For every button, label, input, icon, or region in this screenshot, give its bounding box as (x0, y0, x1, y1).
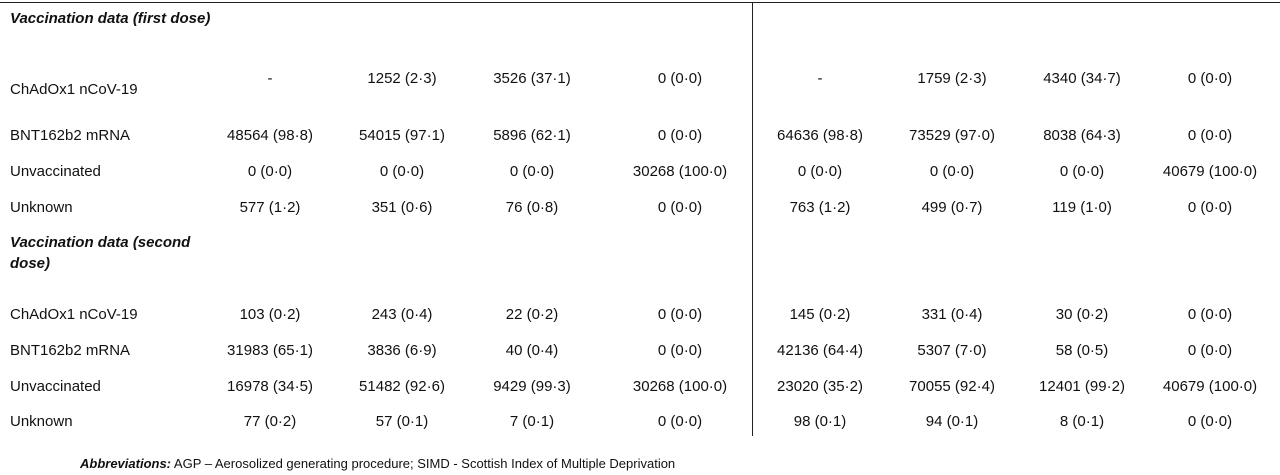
cell-value: 98 (0·1) (793, 413, 847, 430)
cell-value: 76 (0·8) (505, 199, 559, 216)
cell-value: 42136 (64·4) (777, 342, 863, 359)
cell-value: 5896 (62·1) (493, 127, 571, 144)
cell-value: 54015 (97·1) (359, 127, 445, 144)
cell-value: 16978 (34·5) (227, 378, 313, 395)
cell-value: 3526 (37·1) (493, 70, 571, 87)
row-label: Unknown (10, 413, 73, 430)
footnote: Abbreviations: AGP – Aerosolized generat… (80, 456, 675, 471)
cell-value: 0 (0·0) (1187, 199, 1233, 216)
cell-value: - (817, 70, 823, 87)
cell-value: 58 (0·5) (1055, 342, 1109, 359)
cell-value: 0 (0·0) (1187, 413, 1233, 430)
cell-value: 12401 (99·2) (1039, 378, 1125, 395)
cell-value: 7 (0·1) (509, 413, 555, 430)
cell-value: 499 (0·7) (921, 199, 983, 216)
cell-value: 30 (0·2) (1055, 306, 1109, 323)
cell-value: 64636 (98·8) (777, 127, 863, 144)
cell-value: 30268 (100·0) (632, 378, 728, 395)
cell-value: 31983 (65·1) (227, 342, 313, 359)
cell-value: 73529 (97·0) (909, 127, 995, 144)
cell-value: 8 (0·1) (1059, 413, 1105, 430)
cell-value: 0 (0·0) (657, 70, 703, 87)
cell-value: 145 (0·2) (789, 306, 851, 323)
row-label: BNT162b2 mRNA (10, 127, 131, 144)
row-label: ChAdOx1 nCoV-19 (10, 306, 138, 323)
cell-value: 51482 (92·6) (359, 378, 445, 395)
cell-value: 0 (0·0) (929, 163, 975, 180)
cell-value: 70055 (92·4) (909, 378, 995, 395)
cell-value: - (267, 70, 273, 87)
cell-value: 0 (0·0) (657, 127, 703, 144)
cell-value: 48564 (98·8) (227, 127, 313, 144)
cell-value: 119 (1·0) (1052, 199, 1112, 216)
cell-value: 1252 (2·3) (367, 70, 437, 87)
section-title: Vaccination data (first dose) (10, 10, 211, 27)
cell-value: 0 (0·0) (1187, 306, 1233, 323)
cell-value: 0 (0·0) (1187, 70, 1233, 87)
cell-value: 30268 (100·0) (632, 163, 728, 180)
cell-value: 77 (0·2) (243, 413, 297, 430)
cell-value: 0 (0·0) (509, 163, 555, 180)
cell-value: 0 (0·0) (379, 163, 425, 180)
top-rule (0, 2, 1280, 3)
cell-value: 577 (1·2) (239, 199, 301, 216)
footnote-text: AGP – Aerosolized generating procedure; … (173, 456, 676, 471)
cell-value: 0 (0·0) (657, 413, 703, 430)
row-label: BNT162b2 mRNA (10, 342, 131, 359)
cell-value: 0 (0·0) (657, 306, 703, 323)
cell-value: 4340 (34·7) (1043, 70, 1121, 87)
cell-value: 0 (0·0) (247, 163, 293, 180)
cell-value: 40679 (100·0) (1162, 163, 1258, 180)
cell-value: 0 (0·0) (1187, 127, 1233, 144)
cell-value: 94 (0·1) (925, 413, 979, 430)
cell-value: 0 (0·0) (1059, 163, 1105, 180)
row-label: ChAdOx1 nCoV-19 (10, 81, 138, 98)
cell-value: 0 (0·0) (1187, 342, 1233, 359)
cell-value: 0 (0·0) (657, 199, 703, 216)
cell-value: 8038 (64·3) (1043, 127, 1121, 144)
cell-value: 1759 (2·3) (917, 70, 987, 87)
cell-value: 243 (0·4) (371, 306, 433, 323)
footnote-label: Abbreviations: (80, 456, 172, 471)
cell-value: 331 (0·4) (921, 306, 983, 323)
cell-value: 57 (0·1) (375, 413, 429, 430)
cell-value: 5307 (7·0) (917, 342, 987, 359)
column-divider (752, 2, 753, 436)
cell-value: 3836 (6·9) (367, 342, 437, 359)
cell-value: 40679 (100·0) (1162, 378, 1258, 395)
row-label: Unvaccinated (10, 163, 101, 180)
cell-value: 0 (0·0) (657, 342, 703, 359)
cell-value: 23020 (35·2) (777, 378, 863, 395)
row-label: Unvaccinated (10, 378, 101, 395)
cell-value: 763 (1·2) (789, 199, 851, 216)
cell-value: 103 (0·2) (239, 306, 301, 323)
row-label: Unknown (10, 199, 73, 216)
section-title: Vaccination data (second dose) (10, 234, 191, 272)
cell-value: 0 (0·0) (797, 163, 843, 180)
cell-value: 40 (0·4) (505, 342, 559, 359)
cell-value: 351 (0·6) (371, 199, 433, 216)
cell-value: 22 (0·2) (505, 306, 559, 323)
cell-value: 9429 (99·3) (493, 378, 571, 395)
